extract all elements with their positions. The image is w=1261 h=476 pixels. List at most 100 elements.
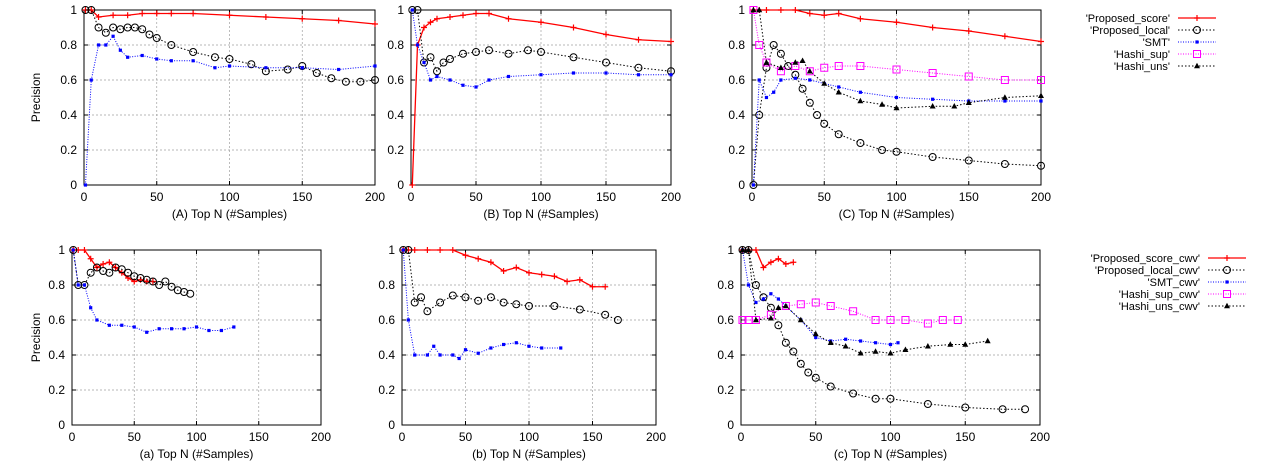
data-point [820, 63, 829, 72]
data-point [792, 7, 799, 13]
data-point [635, 36, 642, 43]
x-tick-label: 200 [646, 430, 666, 444]
data-point [409, 182, 416, 188]
y-tick-label: 0.4 [387, 108, 404, 122]
data-point [744, 246, 753, 254]
series [408, 6, 675, 76]
y-tick-label: 0.2 [717, 383, 734, 397]
data-point [446, 55, 454, 63]
legend-label: 'Proposed_score_cwv' [1091, 253, 1200, 265]
data-point [835, 89, 842, 95]
data-point [462, 252, 469, 259]
data-point [487, 78, 491, 82]
data-point [371, 76, 379, 84]
data-point [247, 60, 256, 69]
data-point [826, 302, 835, 310]
data-point [94, 23, 103, 32]
data-point [499, 298, 508, 307]
data-point [486, 293, 495, 302]
data-point [835, 10, 842, 17]
series [83, 34, 377, 187]
x-axis-label: (c) Top N (#Samples) [834, 447, 947, 461]
legend-marker [1194, 62, 1200, 69]
data-point [439, 58, 448, 67]
data-point [762, 58, 771, 67]
data-point [796, 359, 805, 368]
data-point [826, 382, 835, 391]
data-point [461, 293, 470, 302]
data-point [341, 77, 350, 86]
data-point [410, 298, 419, 307]
data-point [335, 17, 342, 24]
data-point [1037, 76, 1045, 84]
data-point [86, 268, 95, 277]
data-point [814, 335, 818, 340]
data-point [473, 10, 479, 17]
data-point [827, 339, 834, 345]
x-tick-label: 200 [365, 190, 385, 204]
data-point [602, 58, 610, 67]
data-point [140, 53, 144, 58]
y-tick-label: 0 [388, 418, 395, 432]
data-point [842, 343, 849, 349]
y-tick-label: 0.2 [387, 143, 404, 157]
data-point [776, 49, 785, 58]
data-point [540, 346, 544, 350]
data-point [157, 327, 161, 331]
data-point [132, 325, 136, 329]
data-point [475, 255, 482, 262]
data-point [961, 403, 970, 412]
series [400, 247, 609, 290]
data-point [474, 296, 483, 305]
y-tick-label: 0.2 [378, 383, 395, 397]
data-point [421, 24, 427, 31]
data-point [167, 282, 176, 291]
data-point [145, 30, 154, 39]
y-axis-label: Precision [29, 73, 43, 122]
data-point [210, 53, 219, 62]
x-tick-label: 150 [955, 430, 975, 444]
data-point [804, 368, 813, 377]
data-point [668, 38, 674, 45]
data-point [550, 302, 559, 310]
data-point [487, 259, 494, 266]
data-point [1038, 38, 1044, 45]
data-point [856, 62, 865, 70]
y-tick-label: 0.2 [728, 143, 745, 157]
data-point [886, 394, 895, 403]
data-point [327, 74, 336, 83]
y-tick-label: 0.8 [378, 278, 395, 292]
x-tick-label: 150 [292, 190, 312, 204]
data-point [227, 64, 232, 68]
data-point [738, 316, 747, 324]
legend-label: 'SMT_cwv' [1148, 277, 1200, 289]
data-point [821, 80, 828, 86]
series [71, 248, 236, 334]
data-point [923, 319, 932, 328]
data-point [602, 283, 609, 290]
data-point [425, 353, 429, 357]
chart-panel-6: 0 50 100 150 200 0 0.2 0.4 0.6 0.8 1 (c) Top N (#Sa… [717, 243, 1246, 461]
series-line [72, 249, 234, 333]
data-point [117, 265, 126, 274]
data-point [118, 48, 122, 52]
series-line [85, 9, 376, 83]
y-tick-label: 0 [58, 418, 65, 432]
data-point [782, 302, 789, 309]
data-point [75, 247, 82, 253]
legend-marker [1224, 255, 1230, 261]
data-point [767, 259, 774, 266]
legend-label: 'Proposed_local_cwv' [1095, 265, 1200, 277]
data-point [751, 183, 756, 187]
data-point [1000, 76, 1009, 84]
data-point [428, 78, 433, 82]
data-point [859, 339, 863, 343]
data-point [564, 278, 571, 285]
series [399, 246, 622, 324]
data-point [502, 342, 506, 347]
data-point [984, 337, 991, 344]
data-point [857, 15, 864, 22]
data-point [929, 103, 936, 109]
chart-panel-3: 0 50 100 150 200 0 0.2 0.4 0.6 0.8 1 (C) Top N (#Sa… [728, 3, 1216, 221]
data-point [525, 302, 533, 310]
